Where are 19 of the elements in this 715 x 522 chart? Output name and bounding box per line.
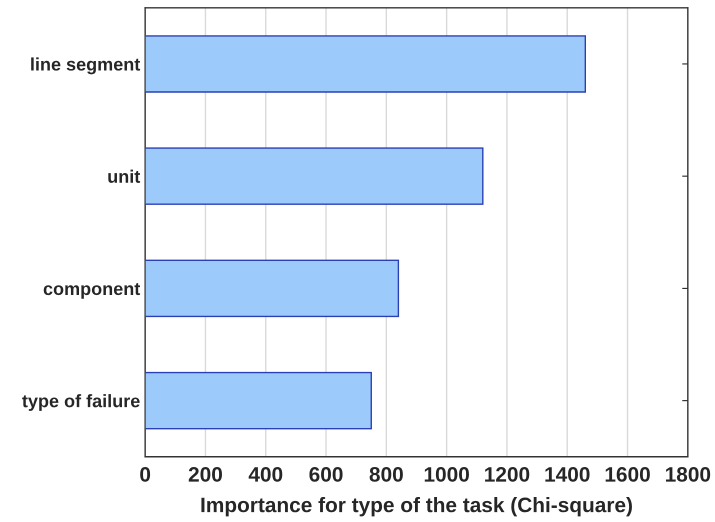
x-tick-label: 1000 (424, 467, 469, 482)
bar (145, 147, 484, 205)
x-axis-title: Importance for type of the task (Chi-square) (201, 497, 632, 516)
x-tick-label: 1400 (545, 467, 590, 482)
y-tick-label: unit (108, 170, 140, 183)
x-tick-label: 400 (248, 467, 282, 482)
x-tick-label: 0 (140, 467, 150, 482)
x-tick-label: 800 (370, 467, 403, 482)
y-tick-label: component (44, 283, 140, 299)
x-tick-label: 1200 (485, 467, 530, 482)
x-tick-label: 1800 (666, 467, 710, 482)
y-tick-label: type of failure (22, 394, 140, 411)
x-tick-label: 200 (188, 467, 222, 482)
y-tick-label: line segment (31, 57, 140, 74)
x-tick-label: 1600 (606, 467, 650, 482)
x-tick-label: 600 (309, 467, 343, 482)
bar (145, 372, 372, 430)
bar (145, 35, 586, 93)
bar (145, 260, 400, 318)
